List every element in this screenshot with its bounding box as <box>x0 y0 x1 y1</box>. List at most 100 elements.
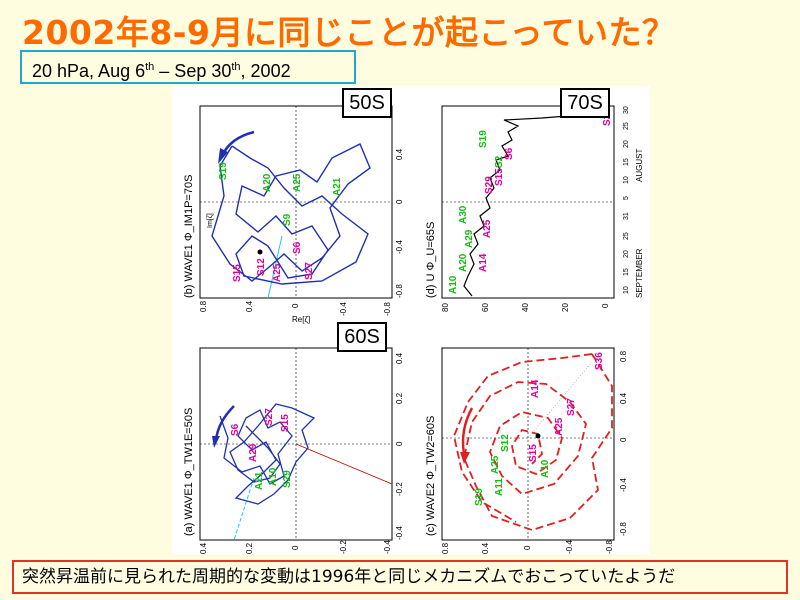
panel-c-arrowhead <box>460 452 470 464</box>
panel-d-day-6: 10 <box>623 176 630 184</box>
panel-a-xtick-1: 0.2 <box>245 542 254 554</box>
panel-d-day-4: 31 <box>623 212 630 220</box>
subtitle-sup2: th <box>231 61 241 73</box>
panel-d-val-1: 60 <box>481 303 490 312</box>
panel-d-day-1: 15 <box>623 268 630 276</box>
panel-d-val-3: 20 <box>561 303 570 312</box>
panel-c-label-m3: S27 <box>566 398 577 416</box>
panel-a-xtick-4: -0.4 <box>383 540 392 554</box>
panel-b-xtick-1: 0.4 <box>245 300 254 312</box>
panel-d-month2: SEPTEMBER <box>635 248 644 298</box>
panel-d-label-g6: A10 <box>448 275 459 294</box>
subtitle-sup1: th <box>145 61 155 73</box>
panel-d-day-9: 25 <box>623 122 630 130</box>
panel-b-xlabel: Re[ζ] <box>292 315 310 324</box>
panel-a-ytick-2: 0 <box>395 441 404 446</box>
panel-b-label-g4: A21 <box>332 177 343 196</box>
panel-b-label-m3: S27 <box>304 262 315 280</box>
panel-a-caption: (a) WAVE1 Φ_TW1E=50S <box>183 408 195 536</box>
panel-d-day-7: 15 <box>623 158 630 166</box>
subtitle-box: 20 hPa, Aug 6th – Sep 30th, 2002 <box>20 50 356 84</box>
region-label-60s: 60S <box>337 322 387 352</box>
panel-a-label-m2: A29 <box>248 443 259 462</box>
panel-a-xtick-0: 0.4 <box>199 542 208 554</box>
panel-c-label-m5: S15 <box>528 444 539 462</box>
panel-c-marker <box>535 433 541 439</box>
subtitle-middle: – Sep 30 <box>154 61 232 81</box>
panel-a-red-line <box>295 443 393 485</box>
panel-b-caption: (b) WAVE1 Φ_IM1P=70S <box>183 175 195 298</box>
panel-a-cyan-line <box>233 477 255 541</box>
panel-d-day-3: 25 <box>623 232 630 240</box>
page-title: 2002年8-9月に同じことが起こっていた？ <box>22 13 676 52</box>
panel-a-arrowhead <box>212 436 220 448</box>
panel-c-xtick-4: -0.8 <box>605 540 614 554</box>
panel-b-label-m2: S6 <box>292 241 303 254</box>
figure-svg: S19 A20 A25 A21 S9 S12 S6 S27 S15 A25 (b… <box>183 105 644 554</box>
region-label-70s: 70S <box>560 88 610 118</box>
panel-d-label-m4: S29 <box>484 176 495 194</box>
panel-d-day-8: 20 <box>623 140 630 148</box>
panel-c-ytick-1: 0.4 <box>619 392 628 404</box>
panel-d-label-m3: S15 <box>494 168 505 186</box>
panel-c-xtick-0: 0.8 <box>441 542 450 554</box>
panel-b-cyan-line <box>267 235 283 299</box>
panel-a-xtick-3: -0.2 <box>339 540 348 554</box>
panel-b-ytick-1: 0 <box>395 199 404 204</box>
panel-d-series <box>463 109 609 297</box>
panel-b-label-m1: S12 <box>256 258 267 276</box>
panel-d-day-0: 10 <box>623 286 630 294</box>
panel-d-val-0: 80 <box>441 303 450 312</box>
panel-c-xtick-1: 0.4 <box>481 542 490 554</box>
panel-c-label-m1: S36 <box>594 352 605 370</box>
panel-b-xtick-3: -0.4 <box>339 302 348 316</box>
panel-d-label-g4: A29 <box>464 229 475 248</box>
panel-d-day-5: 5 <box>623 196 630 200</box>
panel-c-label-g1: S12 <box>500 434 511 452</box>
panel-b-ytick-3: -0.8 <box>395 284 404 298</box>
subtitle-suffix: , 2002 <box>240 61 291 81</box>
panel-b-xtick-0: 0.8 <box>199 300 208 312</box>
panel-d-val-2: 40 <box>521 303 530 312</box>
panel-a-label-m1: S6 <box>230 423 241 436</box>
panel-d-day-10: 30 <box>623 106 630 114</box>
footer-note: 突然昇温前に見られた周期的な変動は1996年と同じメカニズムでおこっていたようだ <box>12 560 788 594</box>
panel-d-label-m6: A14 <box>478 253 489 272</box>
panel-a-label-m4: S15 <box>280 414 291 432</box>
panel-c-label-g4: A11 <box>494 478 505 496</box>
panel-d-label-g5: A20 <box>458 253 469 272</box>
panel-d: S19 S2 A30 A29 A20 A10 S29 S6 S15 S29 A2… <box>425 105 644 312</box>
region-label-50s: 50S <box>342 88 392 118</box>
panel-c-trajectory <box>463 353 613 531</box>
panel-c-label-g5: S19 <box>474 488 485 506</box>
panel-b-arrowhead <box>218 148 228 164</box>
panel-d-month1: AUGUST <box>635 149 644 182</box>
panel-b-label-m4: S15 <box>232 264 243 282</box>
panel-a-ytick-4: -0.4 <box>395 526 404 540</box>
panel-c-ytick-0: 0.8 <box>619 350 628 362</box>
panel-a-label-g3: S29 <box>282 470 293 488</box>
panel-a-label-m3: S27 <box>264 408 275 426</box>
panel-b-ytick-2: -0.4 <box>395 240 404 254</box>
panel-b: S19 A20 A25 A21 S9 S12 S6 S27 S15 A25 (b… <box>183 105 404 324</box>
panel-c: S36 A14 S27 A25 S15 S12 A25 A10 A11 S19 … <box>425 347 628 554</box>
panel-c-ytick-3: -0.4 <box>619 478 628 492</box>
panel-a-xtick-2: 0 <box>291 545 300 550</box>
panel-c-label-g2: A25 <box>490 455 501 474</box>
panel-d-label-g3: A30 <box>458 205 469 224</box>
panel-d-day-2: 20 <box>623 250 630 258</box>
panel-a-label-g2: A10 <box>268 467 279 486</box>
panel-d-label-m2: S6 <box>504 147 515 160</box>
panel-d-label-g2: S2 <box>494 155 505 168</box>
panel-b-xtick-2: 0 <box>291 303 300 308</box>
panel-b-label-g3: A25 <box>292 173 303 192</box>
subtitle-prefix: 20 hPa, Aug 6 <box>32 61 146 81</box>
panel-c-ytick-2: 0 <box>619 437 628 442</box>
panel-c-caption: (c) WAVE2 Φ_TW2=60S <box>425 416 437 536</box>
panel-b-xtick-4: -0.8 <box>383 302 392 316</box>
panel-c-label-g3: A10 <box>540 459 551 478</box>
panel-b-label-g2: A20 <box>262 173 273 192</box>
panel-a-ytick-3: -0.2 <box>395 482 404 496</box>
panel-b-label-m5: A25 <box>272 263 283 282</box>
panel-c-label-m4: A25 <box>554 417 565 436</box>
